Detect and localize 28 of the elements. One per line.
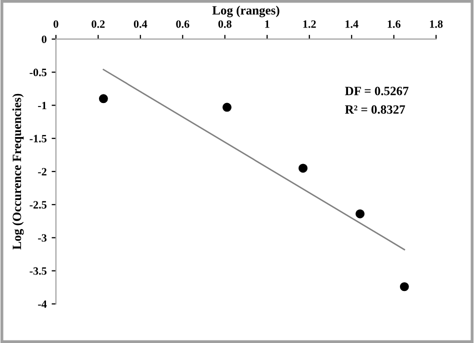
- y-tick-label: -2.5: [30, 201, 46, 209]
- x-tick-label: 0.4: [134, 20, 148, 28]
- x-tick-label: 1.2: [303, 20, 316, 28]
- y-tick-label: -3: [38, 234, 47, 242]
- x-tick-label: 0: [54, 20, 58, 28]
- x-tick-label: 1.4: [346, 20, 358, 28]
- y-tick-label: -2: [38, 168, 46, 176]
- x-tick-label: 1: [265, 20, 270, 28]
- point: [98, 94, 108, 104]
- annotation: DF = 0.5267: [345, 86, 408, 96]
- annotation: R² = 0.8327: [345, 105, 406, 114]
- point: [400, 282, 409, 292]
- point: [298, 164, 308, 173]
- x-tick-label: 0.8: [218, 20, 232, 28]
- point: [222, 102, 232, 112]
- y-tick-label: -1: [38, 102, 46, 110]
- y-tick-label: -0.5: [30, 68, 46, 76]
- y-tick-label: -4: [38, 300, 47, 308]
- y-tick-label: -3.5: [30, 267, 46, 275]
- y-axis-title: Log (Occurence Frequencies): [12, 94, 24, 250]
- y-tick-label: -1.5: [30, 134, 46, 142]
- point: [356, 209, 365, 218]
- x-tick-label: 1.6: [388, 20, 400, 28]
- y-tick-label: 0: [42, 36, 46, 44]
- x-tick-label: 0.6: [176, 20, 190, 28]
- x-axis-title: Log (ranges): [212, 6, 280, 18]
- x-tick-label: 1.8: [430, 20, 443, 28]
- x-tick-label: 0.2: [92, 20, 105, 28]
